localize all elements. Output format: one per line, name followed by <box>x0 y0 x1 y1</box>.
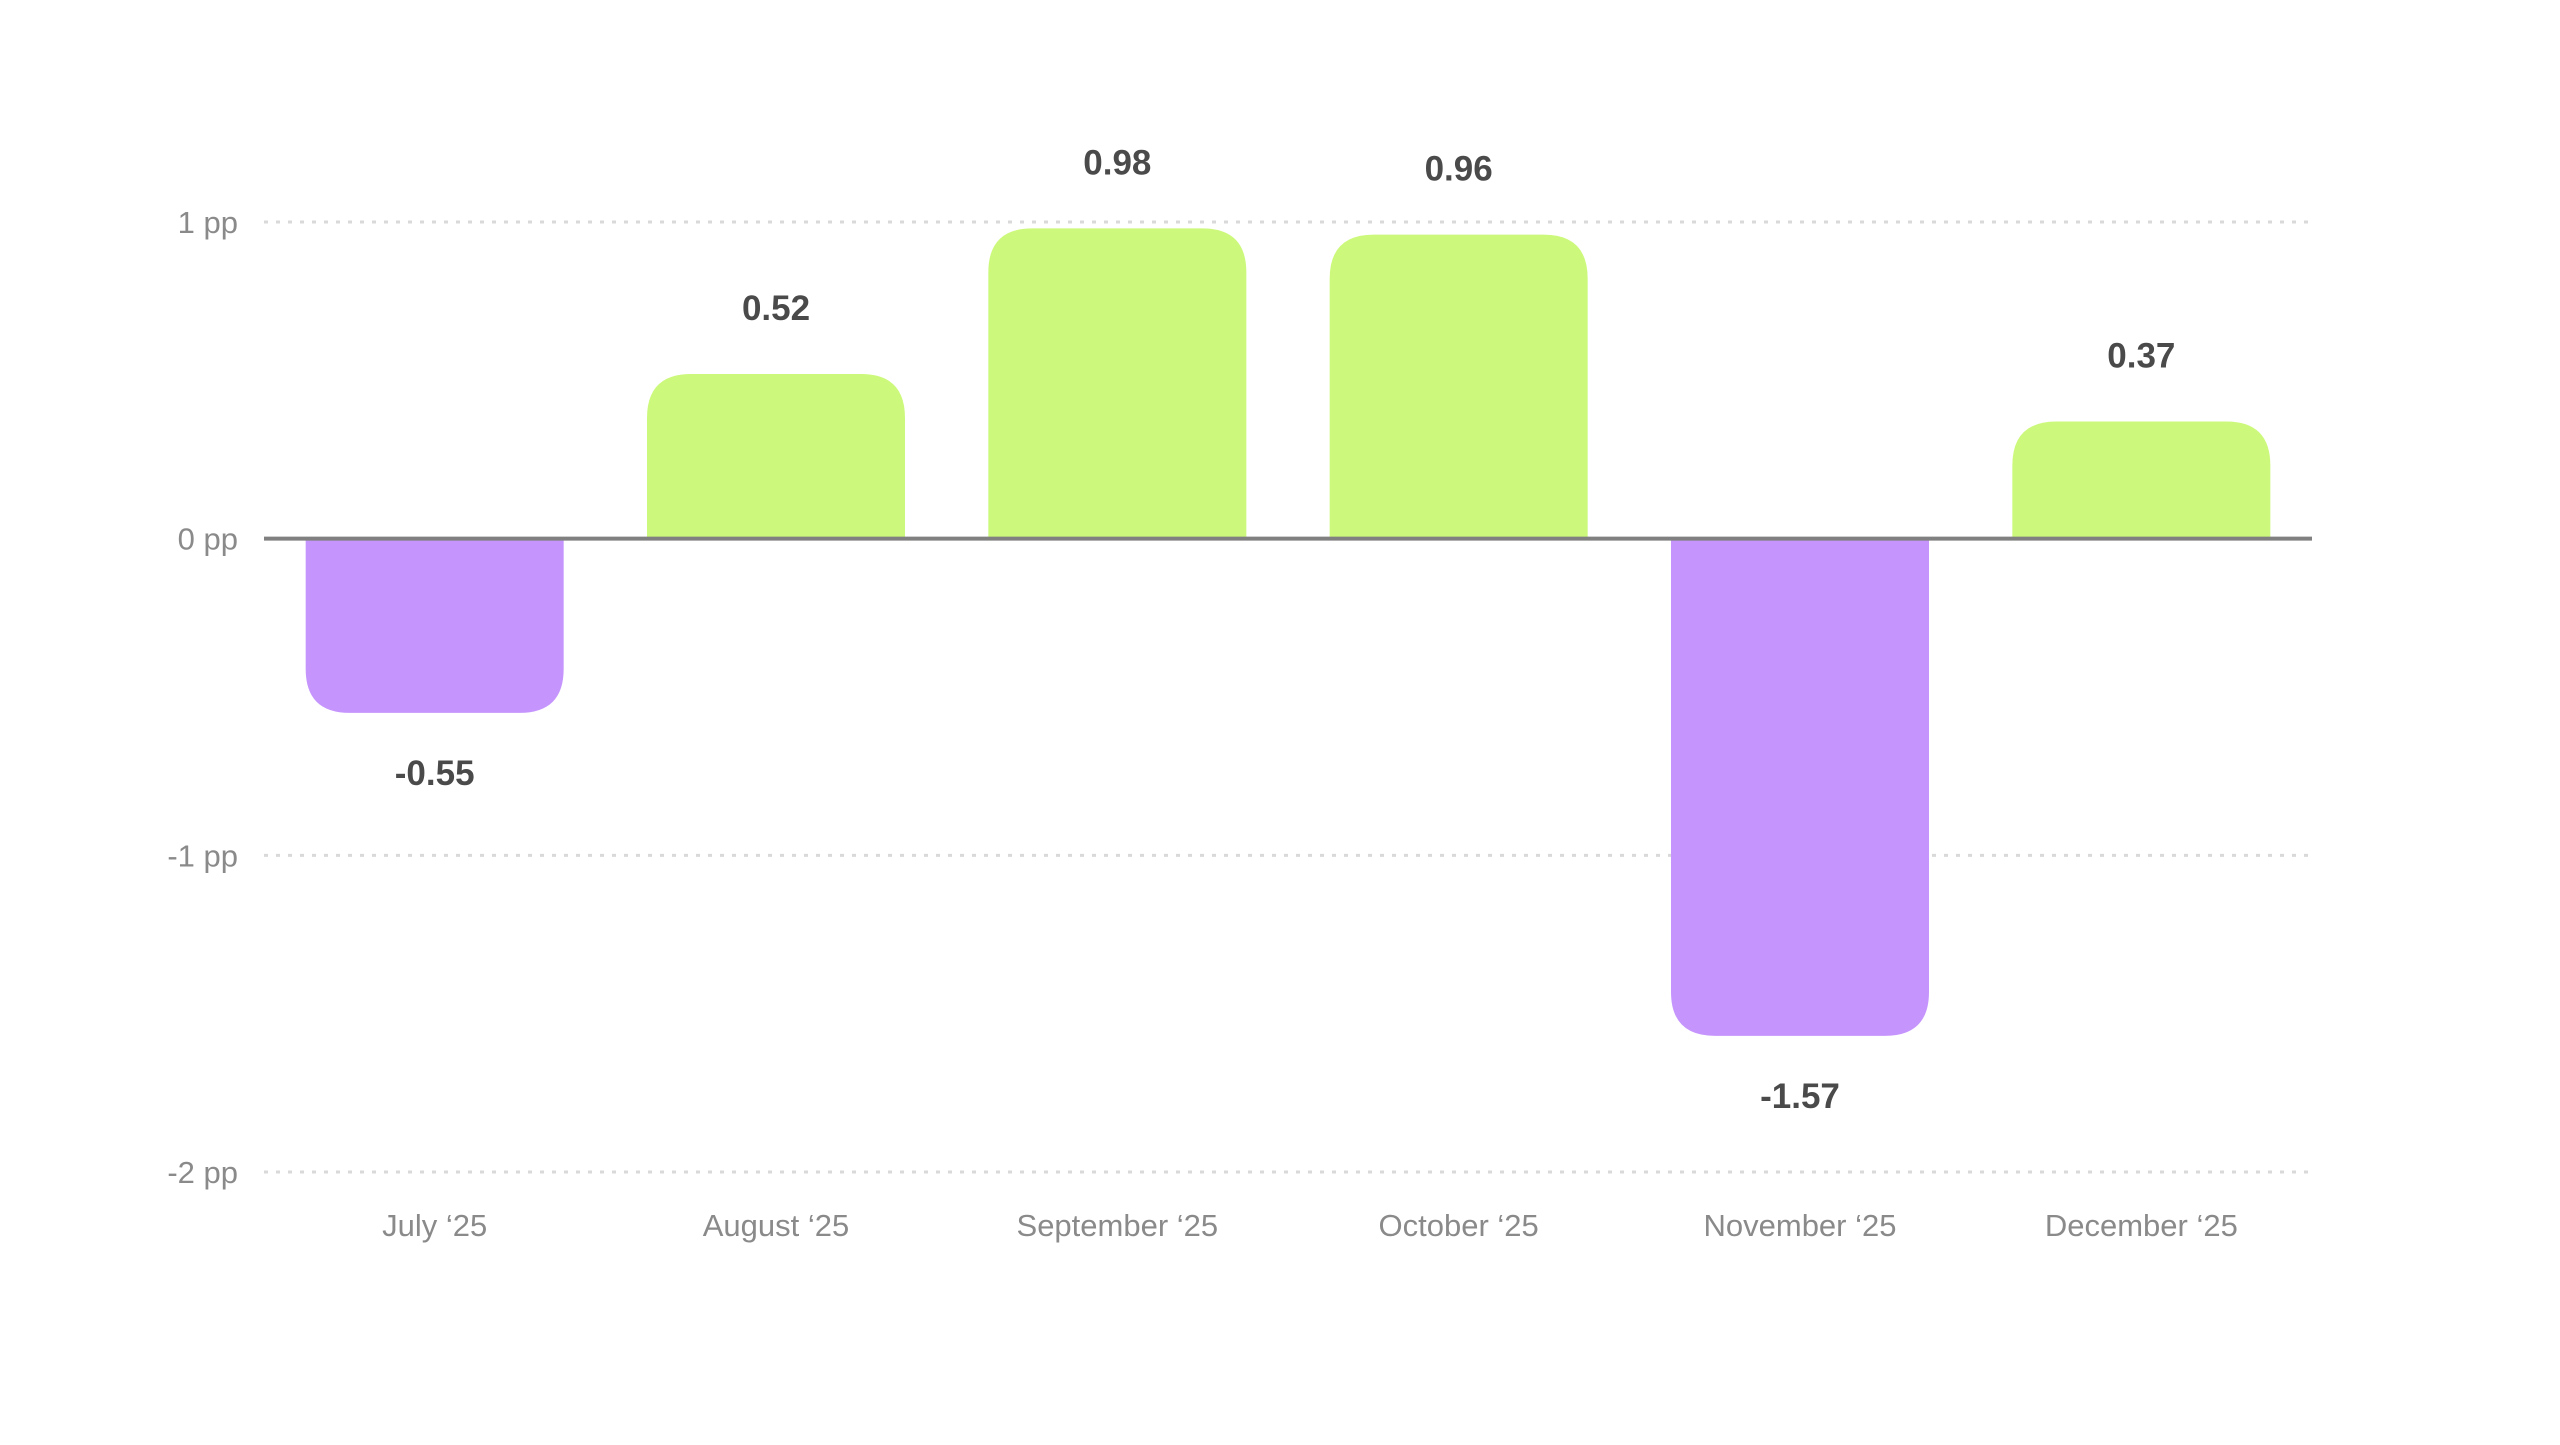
bar <box>988 228 1247 539</box>
bar <box>647 374 905 539</box>
x-tick-label: August ‘25 <box>703 1208 850 1243</box>
x-tick-label: October ‘25 <box>1379 1208 1539 1243</box>
data-label: -1.57 <box>1760 1077 1840 1116</box>
data-label: 0.52 <box>742 289 810 328</box>
bars-layer <box>305 228 2271 1036</box>
bar <box>2012 421 2271 539</box>
x-tick-label: December ‘25 <box>2045 1208 2238 1243</box>
y-tick-label: 0 pp <box>178 522 238 557</box>
grid-layer <box>264 220 2312 1174</box>
bar <box>305 538 564 713</box>
x-tick-label: September ‘25 <box>1017 1208 1219 1243</box>
y-tick-label: -1 pp <box>167 838 238 873</box>
bar <box>1329 234 1588 539</box>
data-label: 0.98 <box>1083 143 1151 182</box>
labels-layer: 1 pp 0 pp -1 pp -2 pp -0.55 July ‘25 0.52 Augus… <box>167 143 2237 1243</box>
data-label: -0.55 <box>395 754 475 793</box>
x-tick-label: July ‘25 <box>382 1208 487 1243</box>
x-tick-label: November ‘25 <box>1704 1208 1897 1243</box>
data-label: 0.37 <box>2107 337 2175 376</box>
bar <box>1671 538 1929 1036</box>
data-label: 0.96 <box>1425 150 1493 189</box>
y-tick-label: -2 pp <box>167 1155 238 1190</box>
y-tick-label: 1 pp <box>178 205 238 240</box>
